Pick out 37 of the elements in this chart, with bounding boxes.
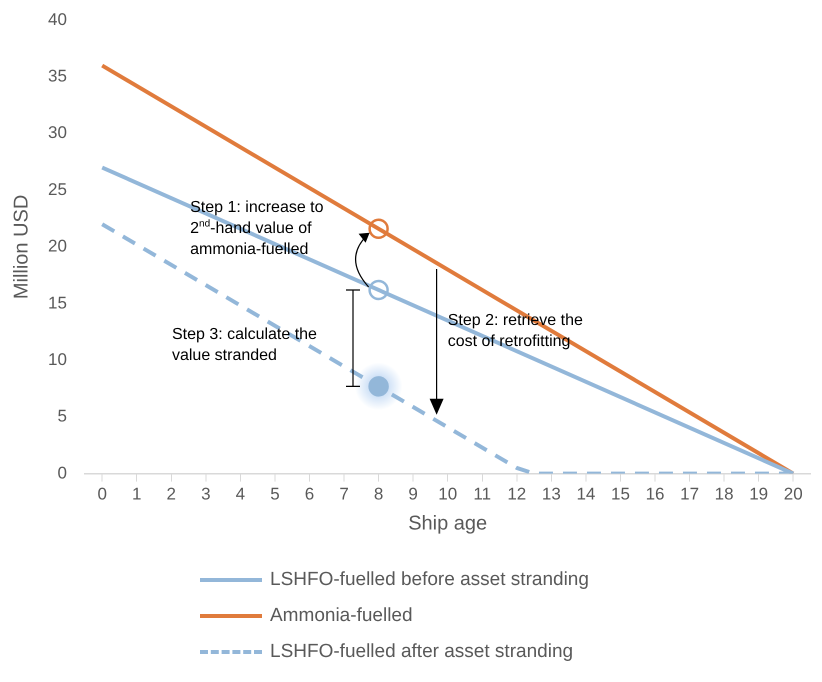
x-tick-label: 16	[646, 484, 664, 504]
legend-label: Ammonia-fuelled	[270, 605, 413, 627]
legend-label: LSHFO-fuelled before asset stranding	[270, 569, 589, 591]
x-axis-title: Ship age	[408, 512, 488, 535]
x-tick-label: 18	[714, 484, 734, 504]
x-tick-label: 3	[201, 484, 211, 504]
y-tick-label: 15	[48, 293, 67, 312]
y-tick-label: 5	[57, 406, 67, 426]
y-tick-label: 30	[48, 123, 67, 142]
x-tick-label: 4	[236, 484, 246, 504]
x-tick-label: 12	[507, 484, 526, 504]
y-tick-label: 10	[48, 350, 67, 369]
x-tick-label: 5	[270, 484, 280, 504]
x-tick-label: 10	[438, 484, 458, 504]
y-tick-label: 0	[57, 463, 67, 482]
x-tick-label: 7	[339, 484, 349, 504]
y-tick-label: 35	[48, 66, 67, 86]
x-tick-label: 0	[97, 484, 107, 504]
x-tick-label: 15	[611, 484, 630, 504]
x-tick-label: 11	[473, 484, 492, 504]
x-tick-label: 20	[784, 484, 803, 504]
annotation: Step 3: calculate the value stranded	[172, 324, 318, 366]
x-tick-label: 17	[680, 484, 700, 504]
y-tick-label: 20	[48, 236, 67, 256]
legend-label: LSHFO-fuelled after asset stranding	[270, 641, 574, 663]
x-tick-label: 19	[749, 484, 768, 504]
y-tick-label: 40	[48, 10, 67, 29]
x-tick-label: 14	[576, 484, 596, 504]
x-tick-label: 9	[408, 484, 418, 504]
x-tick-label: 13	[542, 484, 561, 504]
x-tick-label: 6	[304, 484, 314, 504]
x-tick-label: 2	[166, 484, 176, 504]
y-axis-title: Million USD	[10, 194, 33, 300]
x-tick-label: 8	[374, 484, 384, 504]
x-tick-label: 1	[132, 484, 142, 504]
y-tick-label: 25	[48, 180, 67, 199]
annotation: Step 1: increase to 2$^{nd}$-hand value of ammonia-fuelled	[190, 198, 325, 260]
